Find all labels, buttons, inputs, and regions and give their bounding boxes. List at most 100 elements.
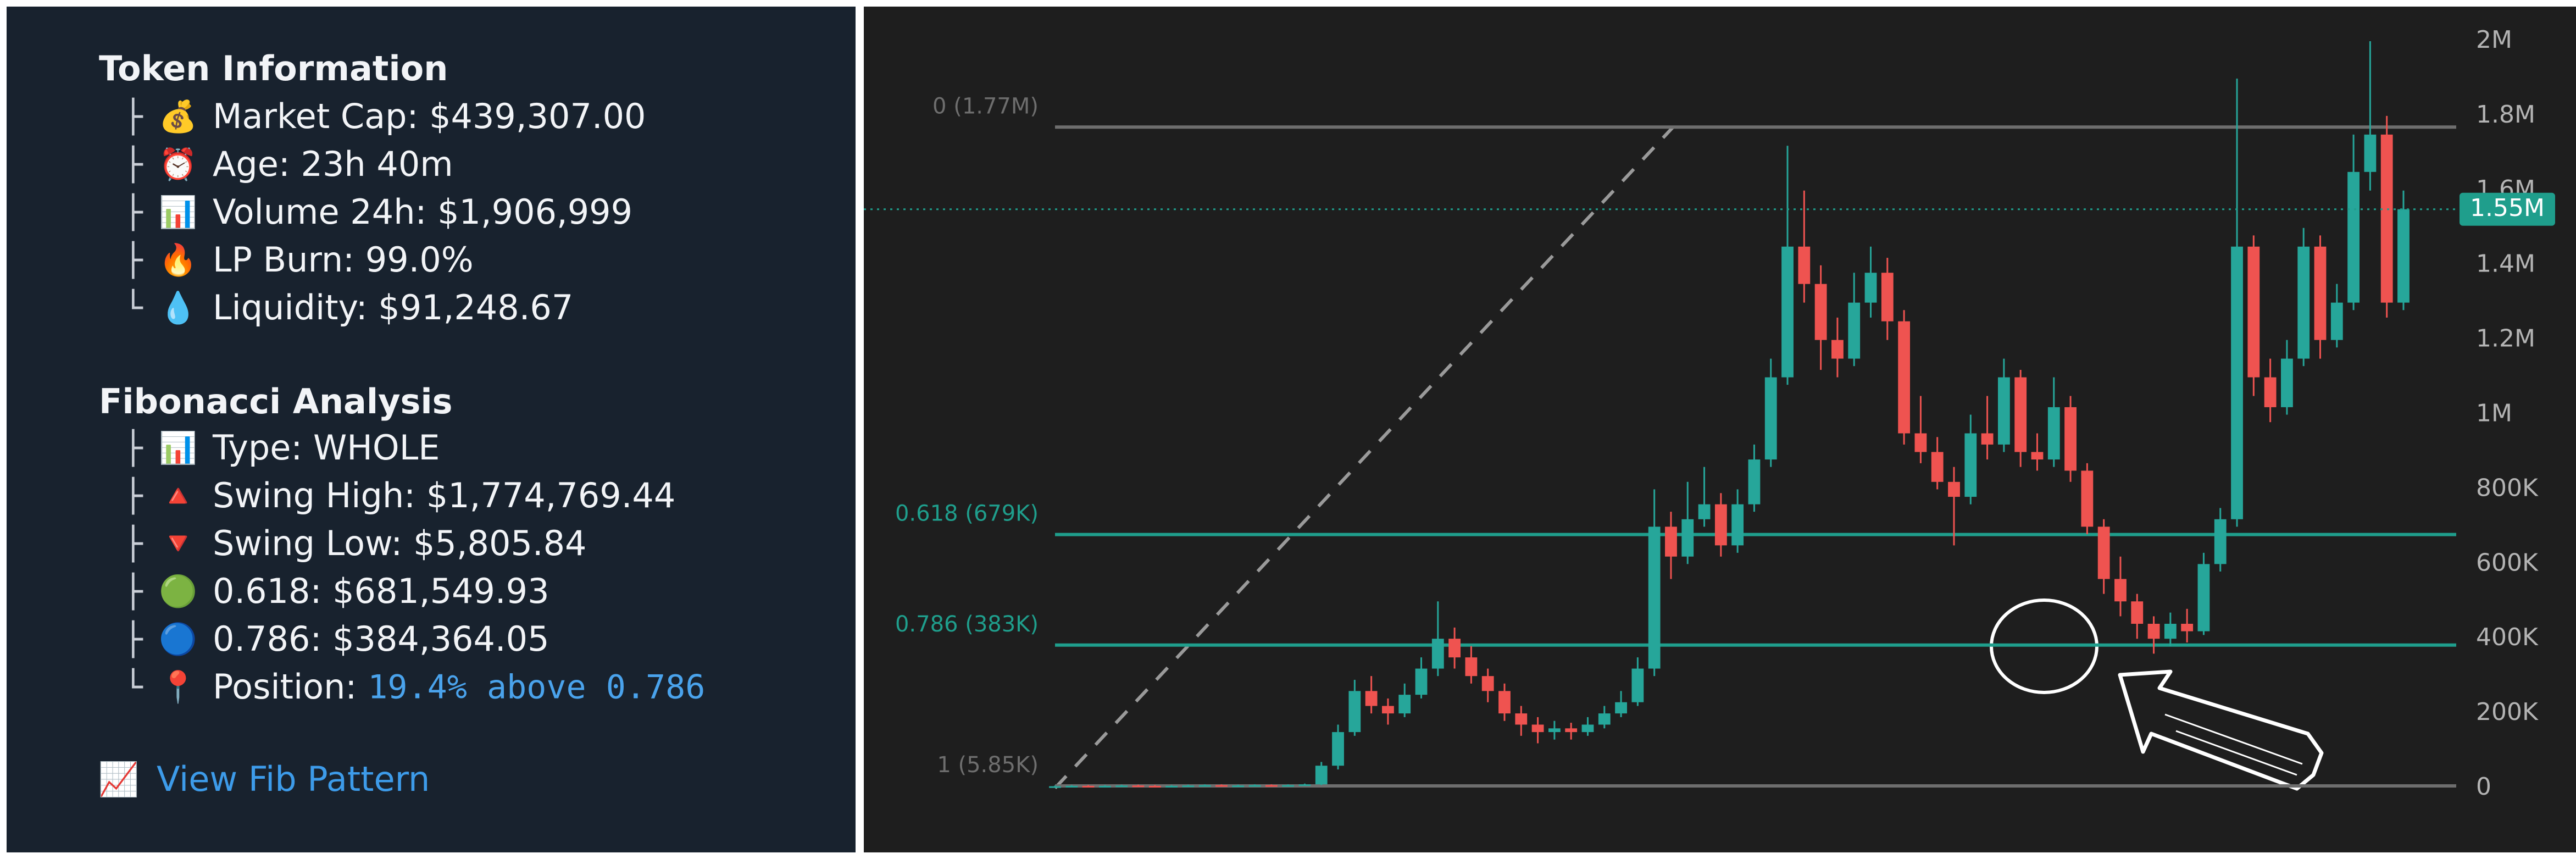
candle-body xyxy=(1332,732,1344,766)
y-tick-label: 1.2M xyxy=(2476,325,2535,353)
candle-body xyxy=(1132,785,1145,788)
row-text: LP Burn: 99.0% xyxy=(213,240,474,280)
candle-body xyxy=(1065,785,1078,788)
section-title: Fibonacci Analysis xyxy=(99,381,453,422)
link-text[interactable]: View Fib Pattern xyxy=(157,759,430,799)
arrow-hatching xyxy=(2164,713,2303,776)
candle-body xyxy=(1581,724,1594,733)
candle-body xyxy=(2330,302,2343,340)
candle-body xyxy=(1082,785,1095,788)
candle-body xyxy=(1665,527,1677,557)
candle-body xyxy=(1232,785,1245,788)
row-icon: 🔻 xyxy=(159,526,197,562)
candle-body xyxy=(2364,134,2377,172)
candle-body xyxy=(1182,785,1195,788)
candle-body xyxy=(2047,407,2060,460)
candle-body xyxy=(1948,481,1960,497)
fib-label: 0.786 (383K) xyxy=(895,612,1039,637)
y-tick-label: 600K xyxy=(2476,548,2539,577)
row-text: Age: 23h 40m xyxy=(213,144,453,184)
candle-body xyxy=(1382,706,1394,714)
candle-body xyxy=(1481,676,1494,691)
tree-branch: ├ xyxy=(124,620,143,658)
candle-body xyxy=(2081,470,2094,527)
candle-body xyxy=(1898,321,1911,434)
candle-body xyxy=(1931,452,1944,482)
current-price-box xyxy=(2460,192,2555,226)
candle-body xyxy=(1698,504,1711,519)
candle-body xyxy=(1248,785,1261,787)
trend-line xyxy=(1053,125,1675,790)
candle-body xyxy=(2264,377,2277,407)
candle-body xyxy=(2181,624,2194,631)
info-panel xyxy=(7,7,856,852)
candle-body xyxy=(1714,504,1727,546)
candle-body xyxy=(1798,246,1811,284)
candle-body xyxy=(1165,785,1178,788)
candle-body xyxy=(2347,171,2360,303)
tree-branch: ├ xyxy=(124,429,143,467)
candle-body xyxy=(2247,246,2260,378)
row-icon: 📍 xyxy=(159,669,197,705)
arrow-annotation xyxy=(2118,669,2324,791)
y-tick-label: 400K xyxy=(2476,623,2539,651)
candle-body xyxy=(1981,433,1994,445)
tree-branch: ├ xyxy=(124,524,143,563)
y-tick-label: 2M xyxy=(2476,26,2512,54)
candle-body xyxy=(1365,691,1378,706)
candle-body xyxy=(2380,134,2393,303)
row-icon: 🔺 xyxy=(159,478,197,514)
y-tick-label: 0 xyxy=(2476,773,2491,801)
row-text: Liquidity: $91,248.67 xyxy=(213,287,573,328)
row-icon: 🔵 xyxy=(159,622,197,657)
candle-body xyxy=(2014,377,2027,452)
candle-body xyxy=(1198,785,1211,787)
tree-branch: ├ xyxy=(124,241,143,279)
candle-body xyxy=(1531,724,1544,733)
row-text: 0.618: $681,549.93 xyxy=(213,571,549,611)
candle-body xyxy=(1631,668,1644,702)
candle-body xyxy=(1997,377,2010,445)
y-tick-label: 1.8M xyxy=(2476,101,2535,129)
current-price-label: 1.55M xyxy=(2470,194,2545,222)
position-value: 19.4% above 0.786 xyxy=(368,668,705,707)
candle-body xyxy=(2031,452,2044,460)
link-icon: 📈 xyxy=(98,761,140,799)
fib-link[interactable]: 📈 View Fib Pattern xyxy=(98,759,430,799)
candle-body xyxy=(1748,459,1761,505)
tree-branch: ├ xyxy=(124,97,143,136)
row-text: Type: WHOLE xyxy=(212,428,440,468)
candle-body xyxy=(2131,601,2144,624)
tree-branch: ├ xyxy=(124,476,143,515)
candle-body xyxy=(1565,728,1578,733)
candle-body xyxy=(2164,624,2177,639)
candle-body xyxy=(1348,691,1361,733)
candle-body xyxy=(1615,702,1627,714)
row-icon: 🟢 xyxy=(159,574,197,609)
tree-branch: ├ xyxy=(124,145,143,184)
fib-label: 0.618 (679K) xyxy=(895,501,1039,527)
candle-body xyxy=(1964,433,1977,497)
candle-body xyxy=(2297,246,2310,359)
candle-body xyxy=(2064,407,2077,471)
candle-body xyxy=(1781,246,1794,378)
tree-branch: ├ xyxy=(124,193,143,231)
candle-body xyxy=(1215,785,1228,787)
row-text: Position: xyxy=(213,667,357,707)
candle-body xyxy=(1515,713,1528,725)
chart-panel xyxy=(864,7,2576,852)
row-text: Swing Low: $5,805.84 xyxy=(213,523,587,563)
candle-body xyxy=(1648,527,1661,669)
candle-body xyxy=(1098,785,1111,788)
candle-body xyxy=(2197,564,2210,631)
fib-label: 1 (5.85K) xyxy=(937,752,1039,778)
candle-body xyxy=(1814,284,1827,340)
tree-branch: └ xyxy=(124,668,143,706)
row-text: Swing High: $1,774,769.44 xyxy=(213,475,675,516)
candle-body xyxy=(1548,728,1561,733)
candle-body xyxy=(1731,504,1744,546)
section-title: Token Information xyxy=(99,48,448,88)
candle-body xyxy=(1448,639,1461,658)
candle-body xyxy=(1115,785,1128,788)
